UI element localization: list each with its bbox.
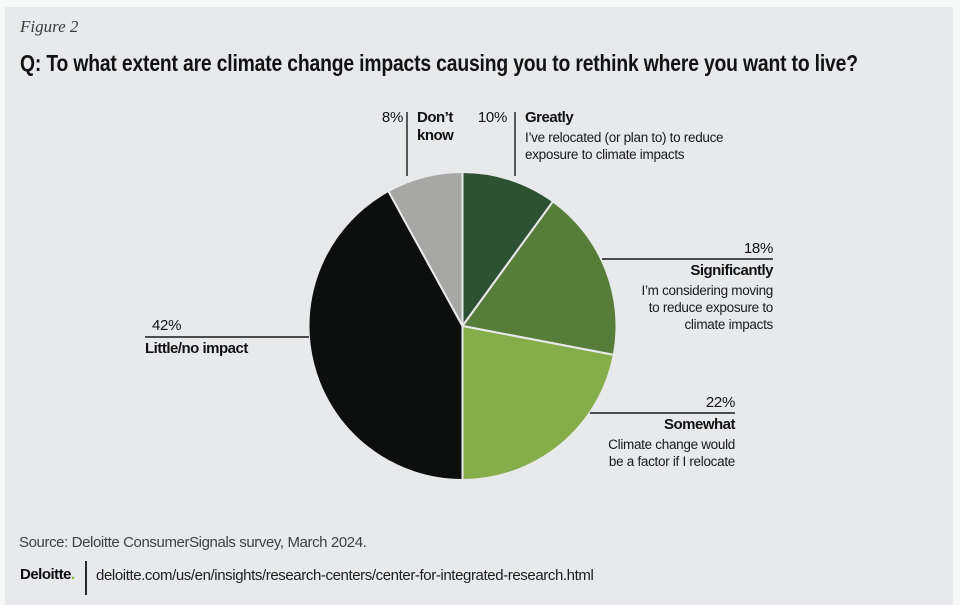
footer-divider: [85, 561, 87, 595]
pct-significantly: 18%: [743, 240, 773, 257]
pie-slice-don-t-know: [387, 171, 464, 327]
logo-green-dot: .: [71, 566, 75, 583]
leader-lines: [145, 112, 773, 414]
desc-greatly: I’ve relocated (or plan to) to reduce ex…: [525, 129, 724, 163]
pie-slice-little-no-impact: [307, 190, 464, 481]
pie-slices: [307, 171, 618, 481]
desc-significantly-line1: I’m considering moving: [641, 283, 774, 298]
desc-greatly-line2: exposure to climate impacts: [525, 147, 685, 162]
label-somewhat: Somewhat: [663, 416, 736, 433]
label-significantly: Significantly: [690, 262, 773, 279]
pie-slice-significantly: [461, 200, 618, 356]
question-heading: Q: To what extent are climate change imp…: [20, 50, 858, 76]
desc-significantly-line3: climate impacts: [684, 317, 773, 332]
pct-somewhat: 22%: [705, 394, 735, 411]
desc-greatly-line1: I’ve relocated (or plan to) to reduce: [525, 130, 724, 145]
deloitte-logo: Deloitte.: [20, 566, 75, 583]
pct-dont-know: 8%: [381, 109, 403, 126]
deloitte-wordmark: Deloitte: [20, 566, 72, 583]
figure-label: Figure 2: [20, 17, 79, 36]
pie-slice-greatly: [461, 171, 555, 327]
pct-greatly: 10%: [477, 109, 507, 126]
label-dont-know: Don’t know: [417, 109, 454, 144]
desc-somewhat: Climate change would be a factor if I re…: [515, 436, 735, 470]
desc-somewhat-line1: Climate change would: [608, 437, 735, 452]
desc-somewhat-line2: be a factor if I relocate: [608, 454, 735, 469]
pct-little-no-impact: 42%: [152, 317, 182, 334]
label-greatly: Greatly: [525, 109, 574, 126]
source-note: Source: Deloitte ConsumerSignals survey,…: [19, 534, 367, 551]
desc-significantly: I’m considering moving to reduce exposur…: [553, 282, 774, 333]
desc-significantly-line2: to reduce exposure to: [648, 300, 774, 315]
footer-url: deloitte.com/us/en/insights/research-cen…: [96, 567, 594, 584]
pie-slice-somewhat: [461, 325, 615, 481]
label-little-no-impact: Little/no impact: [145, 340, 248, 357]
